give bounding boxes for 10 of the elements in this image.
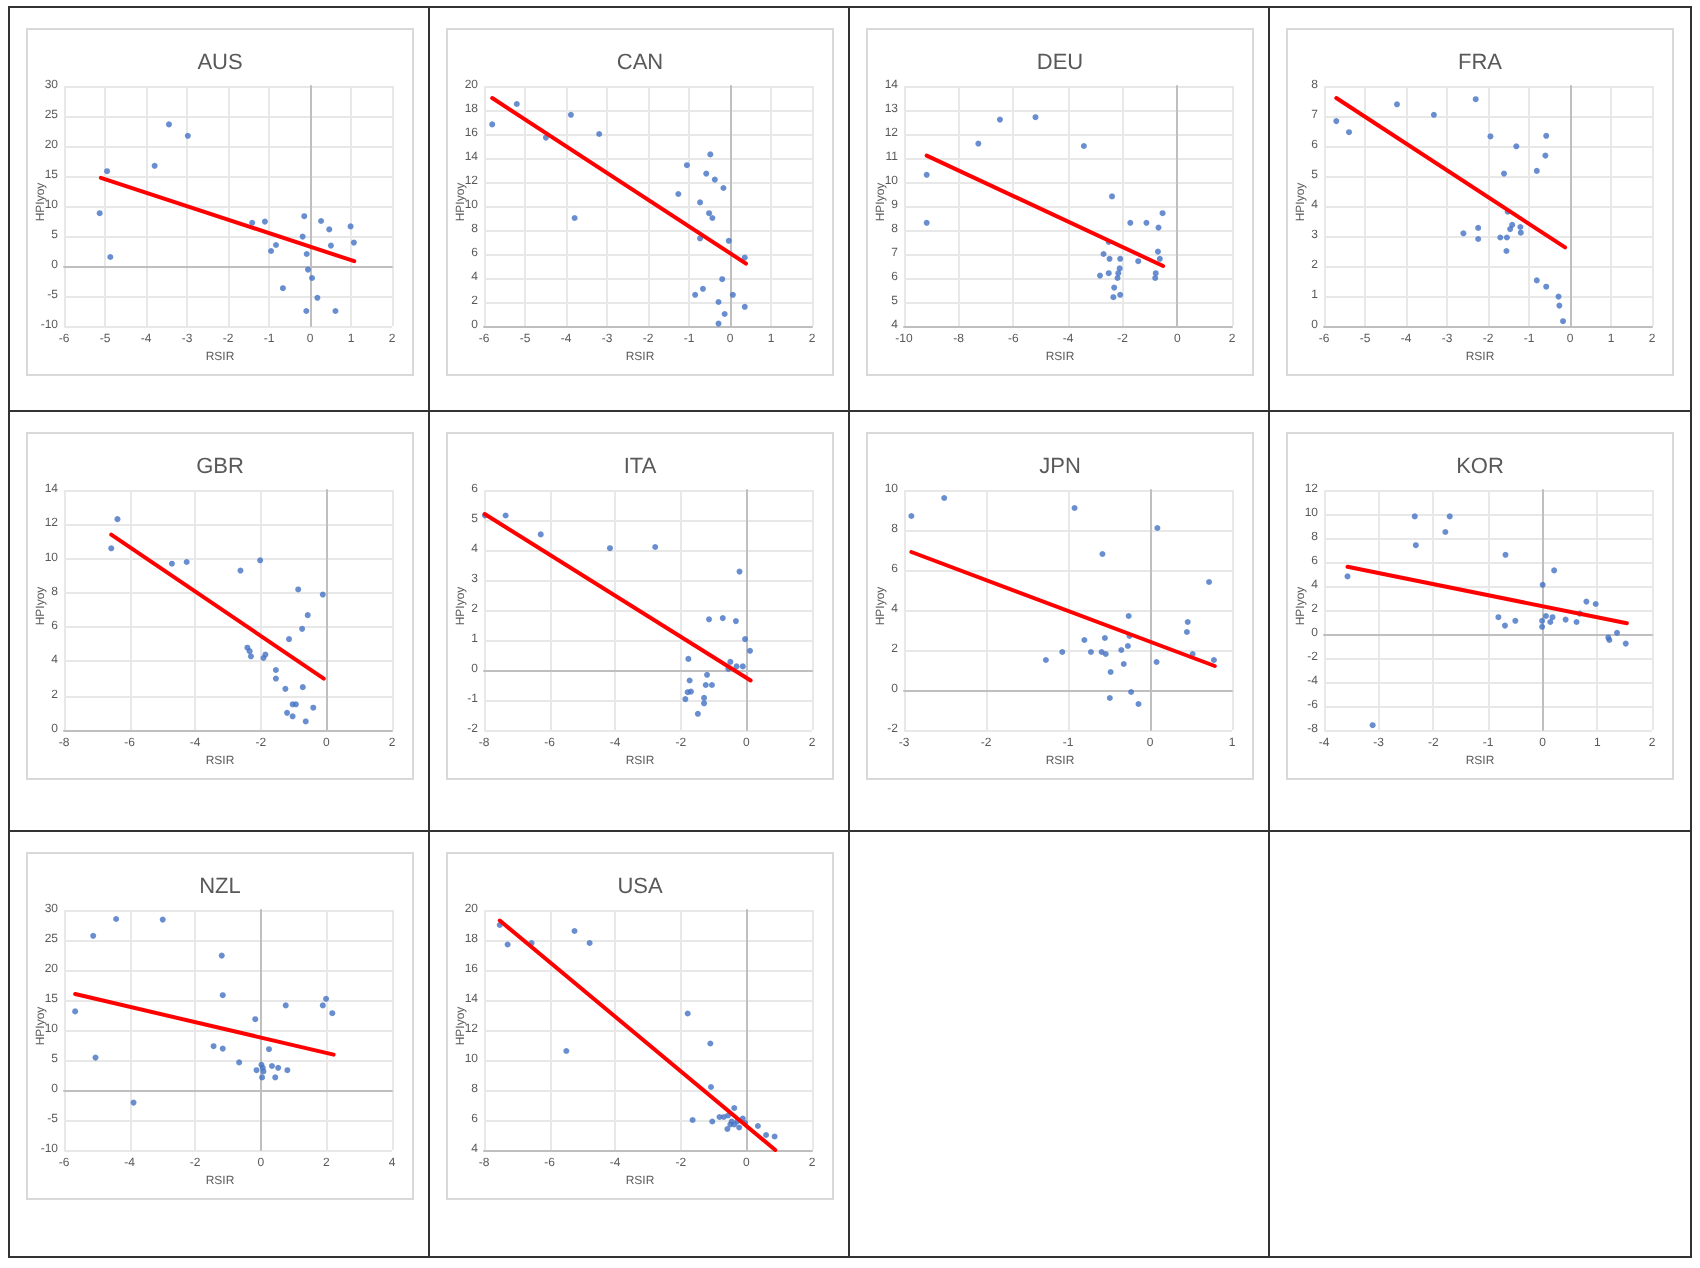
- chart-title: FRA: [1458, 51, 1504, 75]
- chart-title: JPN: [1039, 455, 1081, 479]
- chart-title: KOR: [1456, 455, 1504, 479]
- chart-title: GBR: [196, 455, 244, 479]
- chart-title: AUS: [197, 51, 243, 75]
- chart-title: DEU: [1036, 51, 1084, 75]
- chart-title: ITA: [623, 455, 658, 479]
- chart-title: NZL: [199, 875, 241, 899]
- chart-title: USA: [617, 875, 664, 899]
- chart-title: CAN: [616, 51, 664, 75]
